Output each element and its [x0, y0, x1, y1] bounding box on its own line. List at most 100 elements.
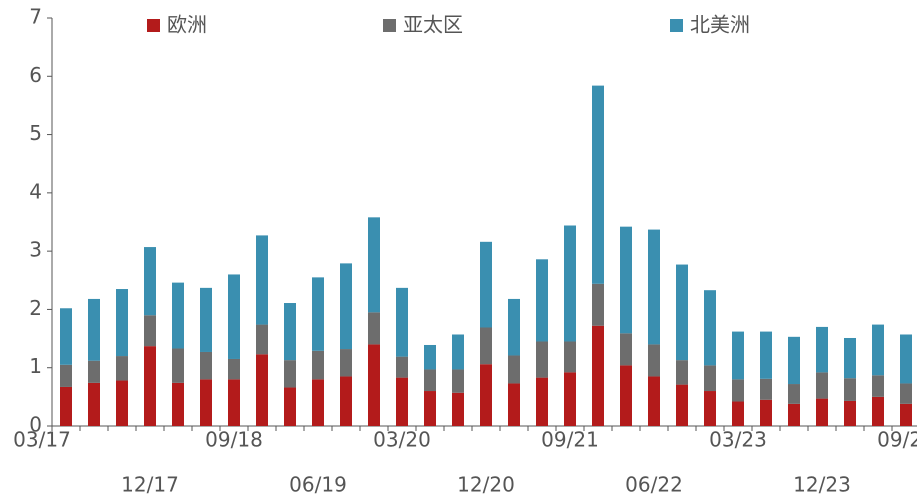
x-tick-label: 12/20 [457, 473, 515, 495]
legend-label: 北美洲 [690, 13, 750, 37]
bar-segment [760, 378, 772, 400]
bar-segment [368, 344, 380, 426]
bar-segment [368, 312, 380, 345]
bar-segment [256, 324, 268, 355]
legend-swatch [383, 19, 396, 32]
bar-segment [144, 247, 156, 316]
bar-segment [732, 379, 744, 402]
bar-segment [116, 289, 128, 357]
bar-segment [172, 382, 184, 426]
bar-segment [452, 392, 464, 426]
bar-segment [480, 327, 492, 365]
bar-segment [88, 298, 100, 361]
y-tick-label: 3 [29, 238, 42, 262]
y-tick-label: 1 [29, 354, 42, 378]
bar-segment [816, 372, 828, 399]
bar-segment [620, 226, 632, 334]
bar-segment [312, 350, 324, 380]
x-tick-label: 06/19 [289, 473, 347, 495]
x-tick-label: 03/23 [709, 428, 767, 452]
bar-segment [844, 337, 856, 379]
bar-segment [704, 365, 716, 392]
legend-swatch [670, 19, 683, 32]
x-tick-label: 12/23 [793, 473, 851, 495]
x-tick-label: 03/20 [373, 428, 431, 452]
bar-segment [228, 358, 240, 380]
bar-segment [900, 403, 912, 426]
bar-segment [704, 290, 716, 366]
bar-segment [480, 364, 492, 426]
bar-segment [228, 274, 240, 359]
bar-segment [312, 379, 324, 426]
bar-segment [284, 303, 296, 361]
x-tick-label: 09/21 [541, 428, 599, 452]
legend-swatch [147, 19, 160, 32]
bar-segment [424, 369, 436, 392]
y-tick-label: 2 [29, 296, 42, 320]
bar-segment [564, 225, 576, 342]
bar-segment [452, 334, 464, 370]
bar-segment [788, 336, 800, 385]
bar-segment [760, 331, 772, 379]
bar-segment [536, 377, 548, 426]
bar-segment [816, 398, 828, 426]
bar-segment [900, 334, 912, 384]
bar-segment [200, 379, 212, 426]
bar-segment [452, 369, 464, 393]
x-tick-label: 03/17 [13, 428, 71, 452]
bar-segment [396, 377, 408, 426]
x-tick-label: 09/18 [205, 428, 263, 452]
bar-segment [368, 217, 380, 313]
bar-segment [788, 384, 800, 404]
bar-segment [508, 383, 520, 426]
bar-segment [564, 372, 576, 426]
bar-segment [592, 325, 604, 426]
bar-segment [200, 351, 212, 380]
bar-segment [676, 360, 688, 385]
bar-segment [60, 386, 72, 426]
bar-segment [704, 391, 716, 426]
bar-segment [592, 85, 604, 284]
bar-segment [340, 376, 352, 426]
bar-segment [508, 298, 520, 356]
bar-segment [564, 341, 576, 373]
x-tick-label: 06/22 [625, 473, 683, 495]
bar-segment [396, 356, 408, 378]
bar-segment [256, 235, 268, 325]
bar-segment [676, 264, 688, 361]
bar-segment [312, 277, 324, 351]
y-tick-label: 0 [29, 413, 42, 437]
bar-segment [648, 344, 660, 377]
bar-segment [620, 333, 632, 366]
x-tick-label: 09/24 [877, 428, 917, 452]
bar-segment [872, 396, 884, 426]
bar-segment [144, 346, 156, 426]
bar-segment [228, 379, 240, 426]
bar-segment [648, 229, 660, 345]
bar-segment [620, 365, 632, 426]
bar-segment [340, 349, 352, 377]
bar-segment [536, 341, 548, 378]
x-tick-label: 12/17 [121, 473, 179, 495]
bar-segment [116, 356, 128, 381]
bar-segment [648, 376, 660, 426]
bar-segment [480, 241, 492, 328]
bar-segment [872, 324, 884, 376]
bar-segment [88, 382, 100, 426]
bar-segment [816, 326, 828, 373]
bar-segment [788, 403, 800, 426]
bar-segment [396, 287, 408, 357]
bar-segment [256, 354, 268, 426]
bar-segment [592, 283, 604, 326]
bar-segment [732, 331, 744, 380]
bar-segment [760, 399, 772, 426]
bar-segment [536, 259, 548, 342]
bar-segment [340, 263, 352, 350]
bar-segment [60, 364, 72, 387]
legend-label: 欧洲 [167, 13, 207, 37]
bar-segment [144, 315, 156, 347]
bar-segment [424, 391, 436, 426]
legend-label: 亚太区 [403, 13, 463, 37]
bar-segment [284, 360, 296, 388]
